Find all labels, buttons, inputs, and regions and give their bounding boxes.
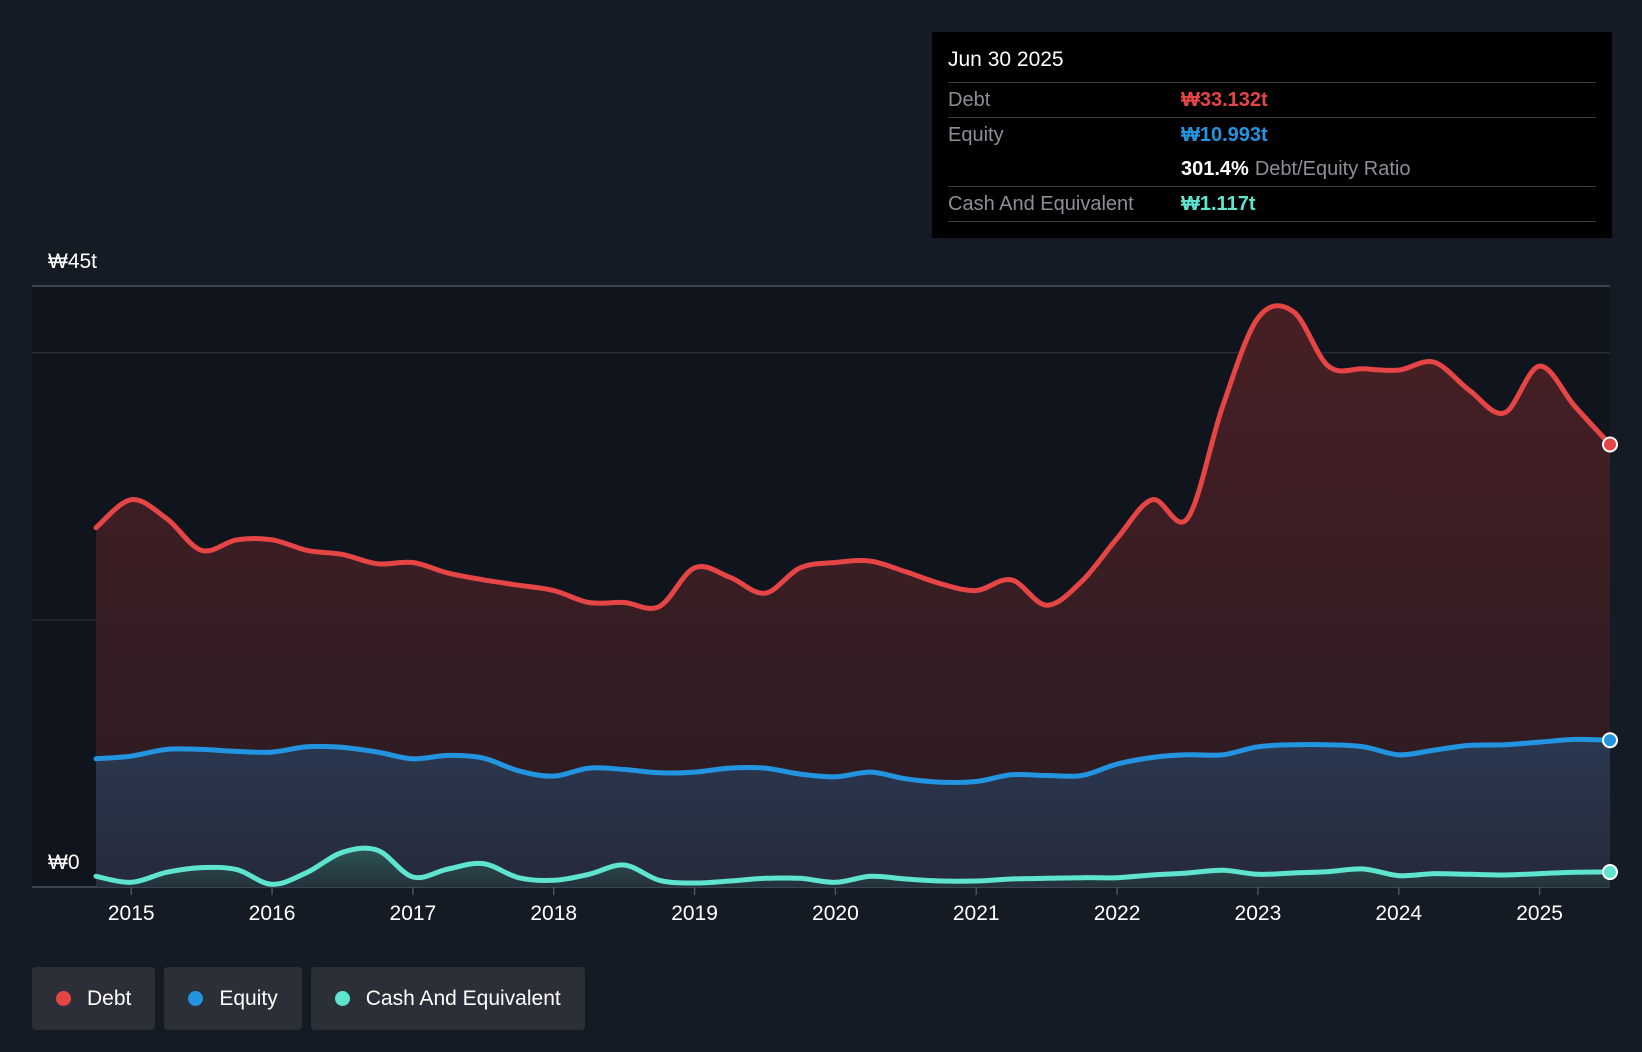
x-tick-label: 2025 — [1516, 902, 1563, 925]
legend-cash-dot-icon — [334, 991, 350, 1006]
x-tick-label: 2023 — [1235, 902, 1282, 925]
x-tick-label: 2019 — [671, 902, 718, 925]
legend-item-cash[interactable]: Cash And Equivalent — [310, 967, 585, 1030]
legend-equity-dot-icon — [188, 991, 204, 1006]
x-tick-label: 2021 — [953, 902, 1000, 925]
legend-item-debt[interactable]: Debt — [32, 967, 156, 1030]
x-tick-label: 2018 — [530, 902, 577, 925]
tooltip-equity-label: Equity — [948, 123, 1004, 146]
x-tick-label: 2024 — [1375, 902, 1422, 925]
tooltip-debt-label: Debt — [948, 88, 991, 111]
y-axis-bottom-label: ₩0 — [48, 851, 80, 874]
equity-area — [96, 739, 1610, 887]
legend-debt-label: Debt — [87, 986, 132, 1010]
cash-endpoint-marker — [1602, 864, 1618, 881]
tooltip-cash-value: ₩1.117t — [1181, 192, 1256, 215]
tooltip-cash-row: Cash And Equivalent ₩1.117t — [948, 186, 1596, 222]
debt-line — [93, 303, 1613, 611]
x-tick-label: 2020 — [812, 902, 859, 925]
tooltip-ratio-row: 301.4% Debt/Equity Ratio — [948, 152, 1596, 186]
tooltip-debt-value: ₩33.132t — [1181, 88, 1268, 111]
debt-endpoint-marker — [1602, 436, 1618, 453]
tooltip-ratio-label: Debt/Equity Ratio — [1254, 157, 1411, 180]
x-tick-label: 2015 — [108, 902, 155, 925]
x-tick-label: 2016 — [249, 902, 296, 925]
legend-item-equity[interactable]: Equity — [164, 967, 302, 1030]
tooltip-debt-row: Debt ₩33.132t — [948, 82, 1596, 117]
tooltip: Jun 30 2025 Debt ₩33.132t Equity ₩10.993… — [932, 32, 1612, 238]
legend-cash-label: Cash And Equivalent — [365, 986, 561, 1010]
debt-area — [96, 305, 1610, 887]
x-tick-label: 2022 — [1094, 902, 1141, 925]
cash-area — [96, 848, 1610, 887]
equity-endpoint-marker — [1602, 732, 1618, 749]
x-tick-label: 2017 — [390, 902, 437, 925]
tooltip-date: Jun 30 2025 — [948, 48, 1064, 71]
legend-equity-label: Equity — [219, 986, 278, 1010]
cash-line — [93, 845, 1613, 887]
legend-debt-dot-icon — [56, 991, 71, 1006]
tooltip-ratio-value: 301.4% — [1181, 157, 1249, 180]
tooltip-equity-value: ₩10.993t — [1181, 123, 1268, 146]
tooltip-cash-label: Cash And Equivalent — [948, 192, 1134, 215]
tooltip-equity-row: Equity ₩10.993t — [948, 117, 1596, 152]
y-axis-top-label: ₩45t — [48, 250, 98, 273]
legend: Debt Equity Cash And Equivalent — [32, 967, 585, 1030]
equity-line — [93, 736, 1613, 785]
